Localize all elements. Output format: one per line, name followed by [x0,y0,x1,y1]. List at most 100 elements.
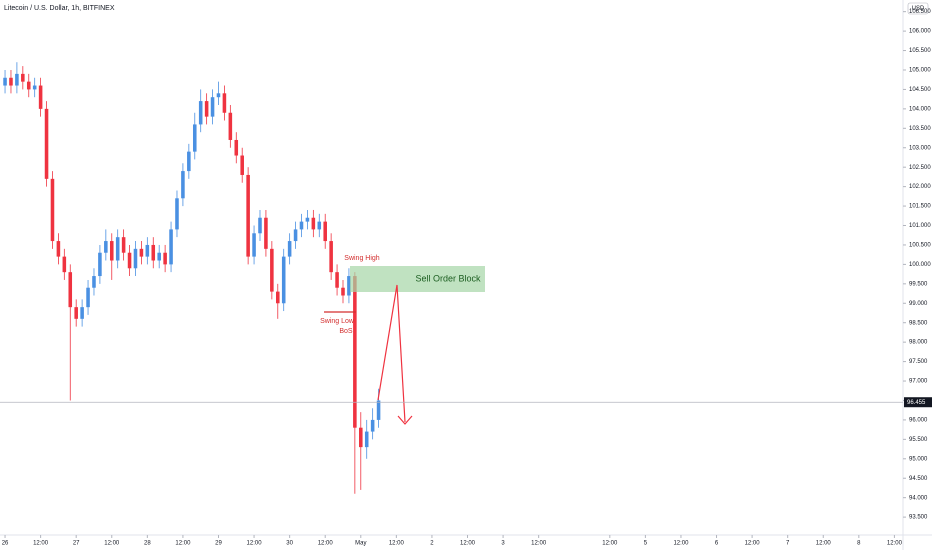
candle-body [157,252,161,261]
candle-body [198,101,203,125]
last-price-label: 96.455 [907,400,926,406]
candle-body [335,272,339,288]
y-tick-label: 97.500 [909,359,928,365]
candle-body [56,241,61,257]
y-tick-label: 104.500 [909,87,931,93]
candle-body [275,291,280,304]
x-tick-label: 12:00 [460,541,476,547]
candle-body [329,241,333,273]
projection-arrow [377,284,406,423]
candle-body [62,256,67,273]
candle-body [145,244,150,257]
y-tick-label: 102.000 [909,184,931,190]
candle-body [9,77,13,86]
candle-body [341,287,345,296]
candle-body [38,85,43,109]
x-tick-label: 6 [715,541,719,547]
candle-body [364,431,369,448]
x-tick-label: 12:00 [531,541,547,547]
candle-body [234,139,239,156]
y-tick-label: 101.000 [909,223,931,229]
y-tick-label: 94.000 [909,495,928,501]
candle-body [109,241,114,261]
x-tick-label: 30 [286,541,293,547]
x-tick-label: 12:00 [745,541,761,547]
candle-body [305,217,310,222]
x-tick-label: 12:00 [602,541,618,547]
candle-body [204,101,209,117]
candle-body [287,241,292,257]
candle-body [222,93,227,113]
candle-body [26,81,31,90]
x-tick-label: 28 [144,541,151,547]
y-tick-label: 103.500 [909,126,931,132]
arrow-head [397,415,413,425]
candle-body [175,198,179,230]
candle-body [3,77,7,86]
candle-body [44,108,49,179]
candle-body [139,248,144,257]
swing-low-label: Swing Low [320,318,355,325]
candle-body [264,217,268,249]
swing-high-label: Swing High [344,255,380,262]
y-tick-label: 98.500 [909,320,928,326]
candle-body [86,287,90,308]
candle-body [370,419,375,432]
y-tick-label: 105.500 [909,48,931,54]
x-tick-label: 26 [2,541,9,547]
y-tick-label: 101.500 [909,204,931,210]
y-tick-label: 105.000 [909,68,931,74]
x-tick-label: 12:00 [887,541,903,547]
x-tick-label: 2 [430,541,434,547]
candle-body [181,171,185,199]
y-tick-label: 93.500 [909,515,928,521]
x-tick-label: 7 [786,541,790,547]
y-tick-label: 96.000 [909,417,928,423]
candle-body [133,248,138,269]
y-tick-label: 106.500 [909,9,931,15]
candle-body [98,252,102,277]
candle-body [240,155,244,175]
candle-body [187,151,191,172]
y-tick-label: 103.000 [909,145,931,151]
candle-body [50,178,55,242]
candle-body [80,307,84,319]
y-tick-label: 98.000 [909,340,928,346]
x-tick-label: 12:00 [33,541,49,547]
y-tick-label: 104.000 [909,106,931,112]
candle-body [15,73,19,86]
y-tick-label: 100.500 [909,243,931,249]
x-tick-label: 12:00 [104,541,120,547]
candle-body [121,237,126,253]
bos-label: BoS [339,328,353,335]
marks [3,62,381,494]
candle-body [323,221,327,242]
order-block-zone [350,266,485,292]
x-tick-label: 3 [501,541,505,547]
x-tick-label: 12:00 [318,541,334,547]
candle-body [151,244,156,261]
x-tick-label: 12:00 [673,541,689,547]
candle-body [68,272,73,308]
candle-body [127,252,132,269]
candle-body [353,276,357,428]
candle-body [317,221,322,230]
candle-body [281,256,286,304]
candle-body [216,93,221,98]
candle-body [74,307,78,319]
candle-body [32,85,37,90]
y-tick-label: 97.000 [909,379,928,385]
candle-body [359,427,363,448]
x-tick-label: 27 [73,541,80,547]
x-tick-label: 29 [215,541,222,547]
y-tick-label: 99.000 [909,301,928,307]
y-tick-label: 99.500 [909,281,928,287]
y-tick-label: 106.000 [909,29,931,35]
x-tick-label: 5 [644,541,648,547]
candle-body [293,229,298,242]
candle-body [169,229,173,265]
candle-body [115,237,120,261]
candle-body [21,73,25,82]
currency-box [907,2,929,15]
